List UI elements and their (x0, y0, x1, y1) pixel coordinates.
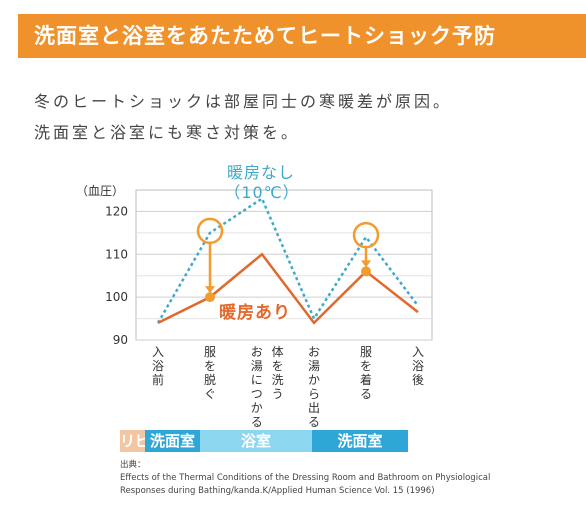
chart-annotations (196, 217, 380, 303)
highlight-circle (196, 217, 224, 245)
source-label: 出典： (120, 460, 146, 470)
heated-label: 暖房あり (219, 302, 291, 323)
y-axis-label: （血圧） (76, 184, 124, 198)
y-tick-label: 100 (105, 290, 128, 304)
source-line-2: Responses during Bathing/kanda.K/Applied… (120, 486, 435, 496)
x-tick-label: 入浴前 (152, 345, 164, 387)
chart-labels: 暖房なし（10℃） 暖房あり (217, 163, 299, 325)
header-banner: 洗面室と浴室をあたためてヒートショック予防 (18, 14, 586, 58)
x-tick-label: お湯につかる (251, 345, 263, 429)
heated-marker-dot (361, 266, 371, 277)
source-line-1: Effects of the Thermal Conditions of the… (120, 473, 491, 483)
lead-text: 冬のヒートショックは部屋同士の寒暖差が原因。 洗面室と浴室にも寒さ対策を。 (34, 86, 574, 148)
lead-line-2: 洗面室と浴室にも寒さ対策を。 (34, 123, 301, 142)
header-title: 洗面室と浴室をあたためてヒートショック予防 (34, 24, 496, 48)
drop-arrow-head (205, 286, 215, 294)
room-segment: 浴室 (200, 430, 312, 452)
y-tick-label: 120 (105, 204, 128, 218)
heated-marker-dot (205, 292, 215, 303)
highlight-circle (352, 221, 380, 249)
lead-line-1: 冬のヒートショックは部屋同士の寒暖差が原因。 (34, 92, 453, 111)
unheated-label: 暖房なし (227, 163, 295, 182)
room-segment: 洗面室 (145, 430, 200, 452)
room-segment: リビング (120, 430, 145, 452)
series-line-heated (157, 252, 419, 325)
y-tick-label: 110 (105, 247, 128, 261)
x-tick-label: 入浴後 (412, 345, 424, 387)
source-citation: 出典： Effects of the Thermal Conditions of… (120, 459, 580, 498)
room-segment: 洗面室 (312, 430, 408, 452)
y-tick-label: 90 (113, 333, 128, 347)
drop-arrow-head (361, 260, 371, 268)
chart-series (156, 196, 419, 325)
x-tick-label: 服を脱ぐ (204, 345, 216, 401)
x-tick-label: お湯から出る (308, 345, 320, 429)
room-bar: リビング洗面室浴室洗面室 (120, 430, 408, 452)
x-tick-label: 服を着る (360, 345, 372, 401)
x-tick-label: 体を洗う (272, 345, 284, 401)
unheated-temp-label: （10℃） (224, 183, 299, 202)
series-line-unheated (156, 196, 419, 324)
